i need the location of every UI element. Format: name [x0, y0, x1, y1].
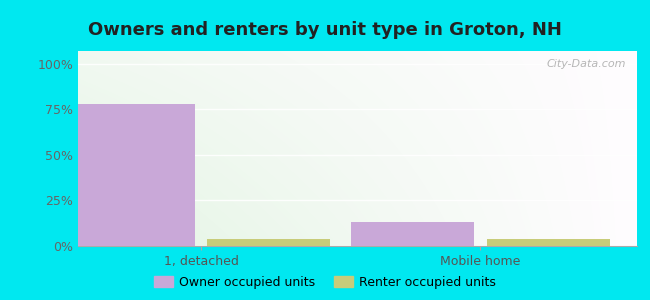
Text: Owners and renters by unit type in Groton, NH: Owners and renters by unit type in Groto…	[88, 21, 562, 39]
Bar	[207, 239, 330, 246]
Bar	[352, 222, 474, 246]
Bar	[487, 239, 610, 246]
Legend: Owner occupied units, Renter occupied units: Owner occupied units, Renter occupied un…	[149, 271, 501, 294]
Bar	[72, 104, 195, 246]
Text: City-Data.com: City-Data.com	[546, 59, 626, 69]
